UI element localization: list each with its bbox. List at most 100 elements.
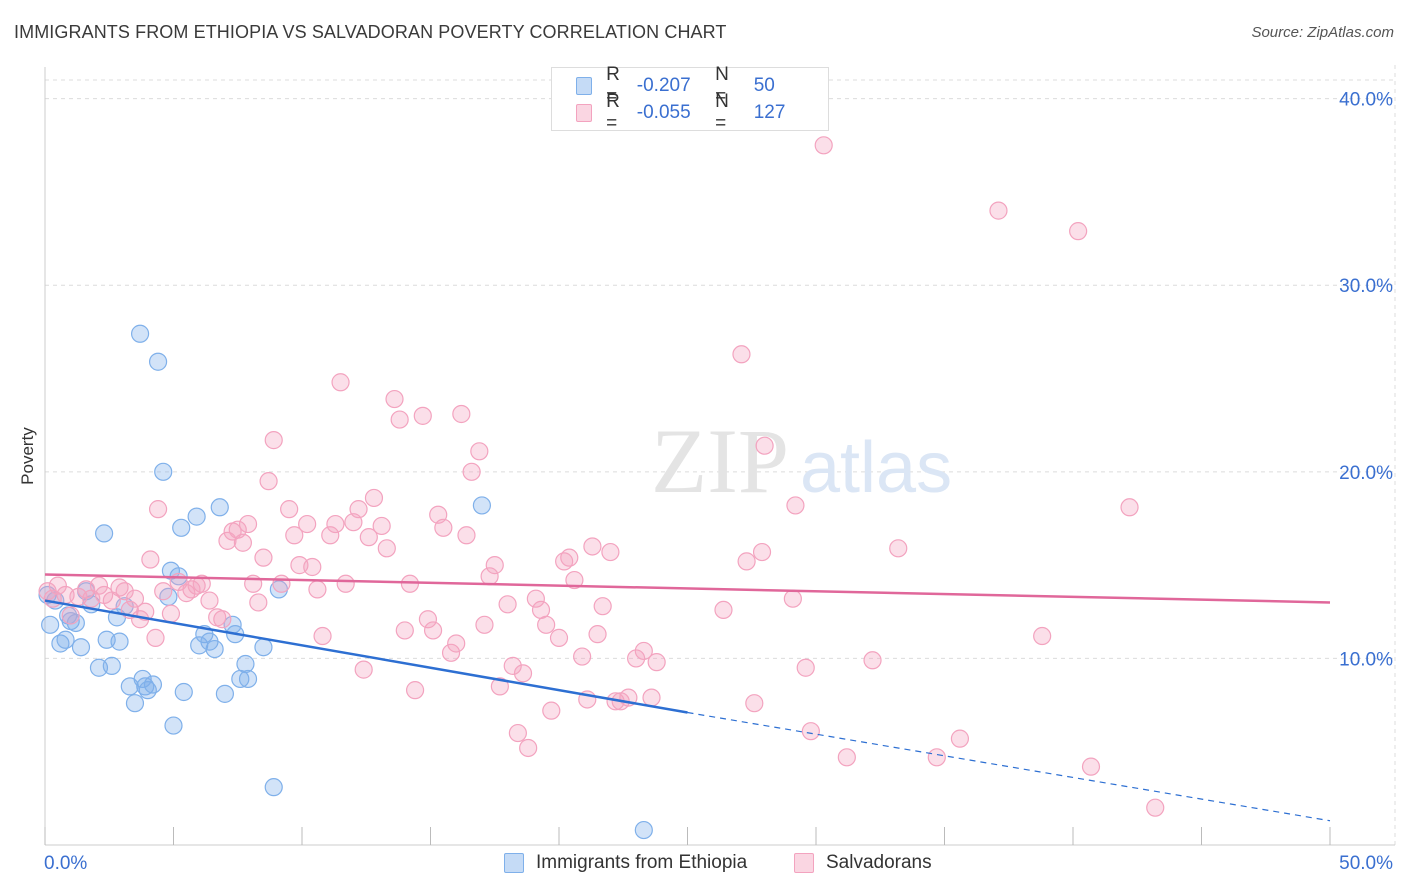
- point-salvadorans: [354, 660, 373, 679]
- point-salvadorans: [259, 472, 278, 491]
- data-points: [38, 136, 1165, 840]
- point-salvadorans: [508, 723, 527, 743]
- chart-title: IMMIGRANTS FROM ETHIOPIA VS SALVADORAN P…: [14, 22, 727, 42]
- point-salvadorans: [526, 589, 545, 608]
- point-salvadorans: [755, 436, 774, 455]
- point-salvadorans: [313, 626, 332, 646]
- point-salvadorans: [395, 621, 414, 640]
- point-salvadorans: [385, 389, 404, 409]
- point-ethiopia: [148, 352, 168, 371]
- trend-line-salvadorans: [44, 573, 1331, 604]
- point-salvadorans: [462, 462, 481, 481]
- legend-label-ethiopia: Immigrants from Ethiopia: [536, 852, 748, 873]
- point-ethiopia: [215, 684, 234, 703]
- point-ethiopia: [154, 462, 173, 481]
- point-salvadorans: [136, 602, 155, 621]
- point-ethiopia: [138, 681, 157, 700]
- point-salvadorans: [148, 500, 168, 519]
- point-salvadorans: [308, 580, 327, 599]
- point-ethiopia: [634, 820, 653, 840]
- point-ethiopia: [143, 675, 163, 694]
- point-salvadorans: [390, 410, 409, 429]
- point-salvadorans: [796, 658, 815, 677]
- point-salvadorans: [786, 496, 805, 515]
- tick-labels: 10.0% 20.0% 30.0% 40.0% 0.0% 50.0%: [44, 90, 1393, 874]
- point-ethiopia: [264, 778, 283, 797]
- point-ethiopia: [102, 656, 121, 675]
- point-ethiopia: [236, 654, 255, 674]
- point-salvadorans: [423, 621, 443, 640]
- point-salvadorans: [285, 526, 304, 545]
- r-value: -0.207: [636, 75, 691, 96]
- point-salvadorans: [441, 643, 461, 662]
- watermark-atlas: atlas: [800, 428, 952, 508]
- point-ethiopia: [164, 716, 183, 735]
- point-salvadorans: [745, 694, 764, 713]
- point-salvadorans: [400, 574, 420, 593]
- point-salvadorans: [321, 526, 340, 545]
- point-salvadorans: [752, 542, 772, 562]
- source-label: Source: ZipAtlas.com: [1251, 24, 1394, 41]
- point-ethiopia: [56, 630, 75, 649]
- point-salvadorans: [565, 570, 584, 590]
- point-salvadorans: [298, 514, 317, 534]
- point-salvadorans: [115, 582, 134, 601]
- point-salvadorans: [359, 528, 378, 547]
- point-ethiopia: [41, 615, 60, 634]
- point-salvadorans: [336, 574, 355, 593]
- n-value: 127: [753, 102, 786, 123]
- point-salvadorans: [200, 591, 219, 610]
- legend-item-ethiopia[interactable]: Immigrants from Ethiopia: [504, 852, 747, 874]
- stats-legend: R = -0.207 N = 50 R = -0.055 N = 127: [551, 64, 829, 134]
- point-salvadorans: [61, 606, 80, 625]
- point-salvadorans: [249, 593, 268, 612]
- point-salvadorans: [537, 615, 556, 634]
- legend-item-salvadorans[interactable]: Salvadorans: [794, 852, 932, 874]
- point-salvadorans: [280, 500, 299, 519]
- series-legend: Immigrants from Ethiopia Salvadorans: [0, 852, 1406, 878]
- y-tick-label: 10.0%: [1339, 649, 1393, 670]
- n-label: N =: [715, 91, 729, 134]
- point-salvadorans: [372, 516, 391, 536]
- point-salvadorans: [254, 548, 273, 567]
- point-salvadorans: [141, 550, 160, 569]
- point-ethiopia: [190, 636, 209, 655]
- y-tick-label: 30.0%: [1339, 276, 1393, 297]
- point-salvadorans: [732, 345, 751, 364]
- trend-line-ethiopia: [44, 599, 688, 714]
- point-salvadorans: [272, 574, 291, 593]
- point-salvadorans: [447, 634, 466, 653]
- point-salvadorans: [814, 136, 833, 155]
- point-salvadorans: [218, 531, 237, 550]
- point-salvadorans: [737, 552, 756, 571]
- point-salvadorans: [48, 576, 67, 595]
- point-salvadorans: [475, 615, 494, 634]
- point-salvadorans: [626, 649, 646, 668]
- point-salvadorans: [950, 729, 970, 748]
- point-salvadorans: [233, 533, 252, 552]
- point-salvadorans: [1069, 222, 1088, 241]
- point-salvadorans: [647, 653, 666, 672]
- point-ethiopia: [133, 669, 152, 689]
- point-salvadorans: [989, 201, 1008, 220]
- point-salvadorans: [583, 537, 602, 556]
- point-salvadorans: [513, 664, 533, 683]
- point-ethiopia: [130, 324, 150, 343]
- stats-swatch-ethiopia: [576, 77, 593, 95]
- point-salvadorans: [863, 651, 882, 670]
- point-ethiopia: [254, 638, 273, 657]
- r-label: R =: [606, 91, 620, 134]
- n-label: N =: [715, 64, 729, 107]
- point-salvadorans: [542, 701, 561, 720]
- point-ethiopia: [172, 518, 191, 537]
- point-salvadorans: [498, 595, 517, 614]
- point-salvadorans: [573, 647, 592, 666]
- point-salvadorans: [560, 548, 579, 567]
- point-salvadorans: [331, 373, 350, 392]
- point-salvadorans: [154, 582, 173, 601]
- point-salvadorans: [634, 641, 653, 661]
- point-salvadorans: [192, 574, 211, 593]
- stats-swatch-salvadorans: [576, 104, 593, 122]
- point-salvadorans: [238, 514, 258, 534]
- point-ethiopia: [174, 682, 193, 702]
